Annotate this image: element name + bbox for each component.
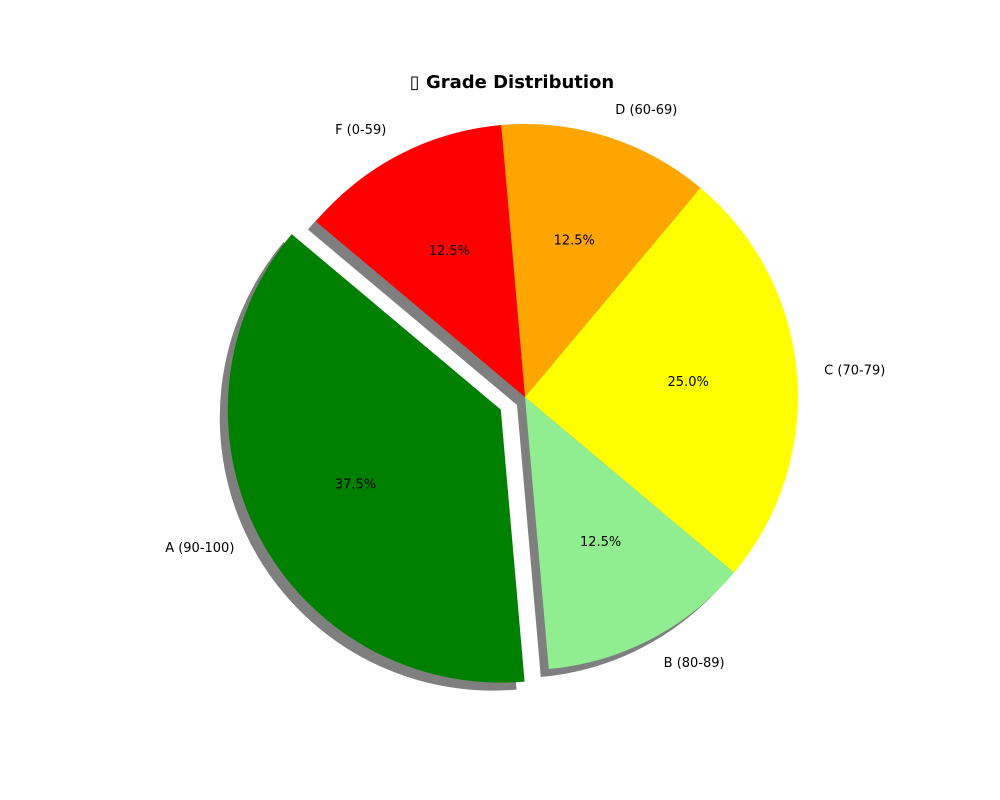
pie-slice-c (525, 187, 798, 573)
slice-label-c: C (70-79) (824, 363, 885, 378)
chart-title: ▯ Grade Distribution (410, 72, 614, 93)
pie-slice-f (315, 125, 525, 397)
slice-label-b: B (80-89) (664, 656, 725, 671)
pie-slices (227, 124, 798, 683)
slice-labels: A (90-100) 37.5% B (80-89) 12.5% C (70-79) 25… (165, 103, 885, 671)
slice-label-d: D (60-69) (615, 103, 677, 118)
slice-percent-a: 37.5% (335, 478, 376, 493)
slice-percent-b: 12.5% (580, 535, 621, 550)
pie-slice-b (525, 397, 735, 669)
slice-label-f: F (0-59) (335, 123, 386, 138)
pie-slice-d (501, 124, 701, 397)
pie-slice-a (227, 234, 525, 683)
slice-label-a: A (90-100) (165, 541, 234, 556)
slice-percent-f: 12.5% (429, 244, 470, 259)
slice-percent-d: 12.5% (554, 233, 595, 248)
slice-percent-c: 25.0% (668, 375, 709, 390)
